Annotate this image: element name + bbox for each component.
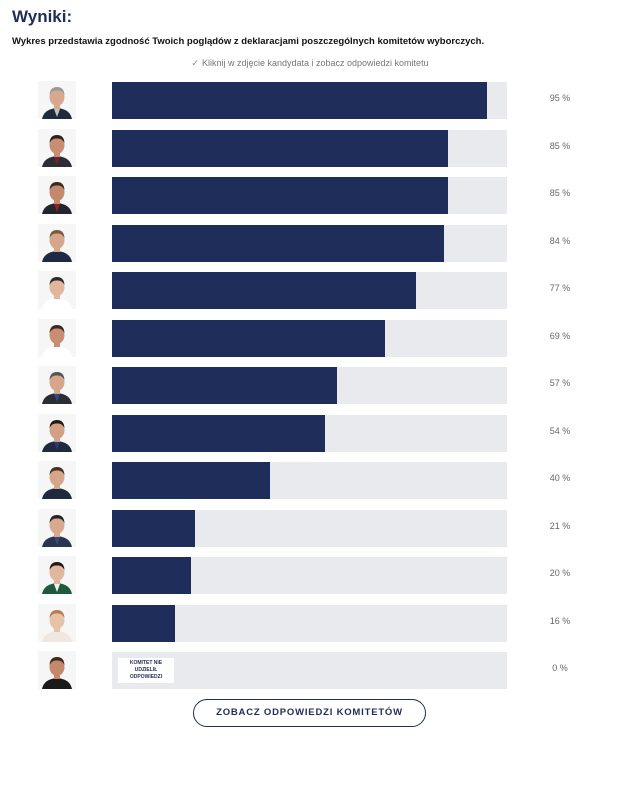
bar (112, 319, 385, 357)
percentage-label: 95 % (549, 93, 571, 103)
percentage-label: 21 % (549, 520, 571, 531)
bar (112, 129, 448, 167)
percentage-label: 16 % (549, 615, 571, 626)
bar-track (112, 82, 507, 119)
results-subtitle: Wykres przedstawia zgodność Twoich poglą… (12, 36, 485, 47)
candidate-photo[interactable] (38, 271, 76, 309)
portrait-icon (38, 508, 76, 547)
candidate-photo[interactable] (38, 413, 76, 452)
result-row: 16 % (0, 603, 631, 642)
bar-track (112, 414, 507, 452)
bar (112, 604, 176, 642)
portrait-icon (38, 413, 76, 452)
bar (112, 509, 195, 547)
no-answer-note: KOMITET NIE UDZIELIŁ ODPOWIEDZI (118, 658, 174, 683)
portrait-icon (38, 318, 76, 357)
result-row: 69 % (0, 318, 631, 357)
portrait-icon (38, 461, 76, 499)
candidate-photo[interactable] (38, 128, 76, 167)
percentage-label: 57 % (549, 378, 571, 388)
percentage-label: 77 % (549, 283, 571, 293)
percentage-label: 85 % (549, 188, 571, 198)
portrait-icon (38, 81, 76, 119)
check-icon: ✓ (191, 58, 199, 68)
candidate-photo[interactable] (38, 223, 76, 262)
result-row: 54 % (0, 413, 631, 452)
candidate-photo[interactable] (38, 318, 76, 357)
bar (112, 557, 191, 594)
percentage-label: 84 % (549, 235, 571, 246)
bar-track (112, 224, 507, 262)
bar-track (112, 462, 507, 499)
portrait-icon (38, 223, 76, 262)
bar-track (112, 557, 507, 594)
hint-text: ✓ Kliknij w zdjęcie kandydata i zobacz od… (0, 58, 620, 69)
candidate-photo[interactable] (38, 461, 76, 499)
bar (112, 414, 326, 452)
result-row: KOMITET NIE UDZIELIŁ ODPOWIEDZI 0 % (0, 651, 631, 689)
result-row: 85 % (0, 176, 631, 214)
candidate-photo[interactable] (38, 176, 76, 214)
candidate-photo[interactable] (38, 366, 76, 404)
percentage-label: 85 % (549, 140, 571, 151)
bar (112, 367, 338, 404)
percentage-label: 69 % (549, 330, 571, 341)
result-row: 84 % (0, 223, 631, 262)
bar-track: KOMITET NIE UDZIELIŁ ODPOWIEDZI (112, 652, 507, 689)
portrait-icon (38, 603, 76, 642)
result-row: 95 % (0, 81, 631, 119)
portrait-icon (38, 651, 76, 689)
results-title: Wyniki: (12, 7, 73, 26)
bar (112, 177, 448, 214)
bar-track (112, 177, 507, 214)
percentage-label: 20 % (549, 568, 571, 578)
candidate-photo[interactable] (38, 556, 76, 594)
bar-track (112, 272, 507, 309)
result-row: 57 % (0, 366, 631, 404)
bar (112, 462, 270, 499)
candidate-photo[interactable] (38, 81, 76, 119)
portrait-icon (38, 176, 76, 214)
bar-track (112, 129, 507, 167)
candidate-photo[interactable] (38, 651, 76, 689)
candidate-photo[interactable] (38, 603, 76, 642)
result-row: 77 % (0, 271, 631, 309)
bar-track (112, 367, 507, 404)
bar-track (112, 509, 507, 547)
percentage-label: 40 % (549, 473, 571, 483)
portrait-icon (38, 366, 76, 404)
result-row: 85 % (0, 128, 631, 167)
percentage-label: 0 % (552, 663, 568, 673)
candidate-photo[interactable] (38, 508, 76, 547)
bar-track (112, 604, 507, 642)
bar (112, 272, 417, 309)
hint-label: Kliknij w zdjęcie kandydata i zobacz odp… (201, 58, 429, 68)
result-row: 20 % (0, 556, 631, 594)
portrait-icon (38, 271, 76, 309)
percentage-label: 54 % (549, 425, 571, 436)
portrait-icon (38, 556, 76, 594)
bar (112, 82, 488, 119)
bar (112, 224, 444, 262)
result-row: 21 % (0, 508, 631, 547)
bar-track (112, 319, 507, 357)
result-row: 40 % (0, 461, 631, 499)
see-committee-answers-button[interactable]: ZOBACZ ODPOWIEDZI KOMITETÓW (193, 699, 426, 727)
portrait-icon (38, 128, 76, 167)
